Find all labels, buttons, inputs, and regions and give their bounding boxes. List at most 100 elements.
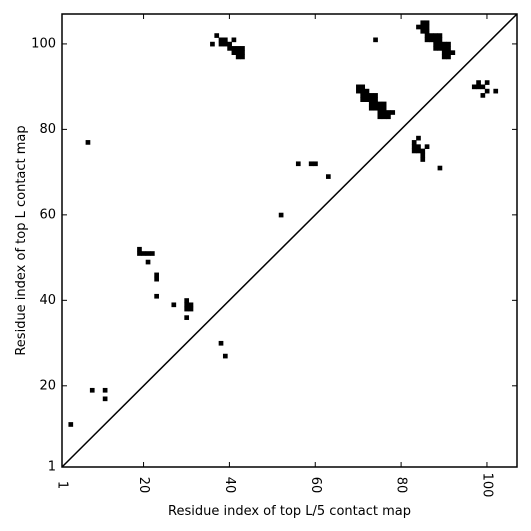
contact-point (364, 88, 370, 94)
contact-point (231, 37, 237, 43)
contact-point (377, 110, 383, 115)
contact-point (416, 148, 421, 154)
contact-point (240, 46, 245, 51)
contact-point (420, 148, 426, 154)
x-tick-label: 100 (479, 473, 494, 498)
contact-point (416, 135, 421, 141)
contact-point (227, 41, 232, 47)
contact-point (480, 84, 486, 90)
contact-point (471, 84, 477, 90)
contact-point (424, 20, 430, 26)
contact-point (102, 387, 108, 393)
x-tick-label: 60 (308, 477, 323, 494)
contact-point (184, 315, 190, 320)
contact-point (154, 272, 159, 278)
contact-point (85, 140, 91, 145)
contact-point (424, 144, 430, 150)
contact-point (411, 148, 417, 154)
contact-point (386, 110, 391, 115)
contact-point (235, 50, 241, 55)
contact-point (441, 50, 447, 55)
contact-point (433, 33, 438, 38)
contact-point (214, 33, 220, 38)
contact-point (184, 302, 190, 308)
contact-point (416, 144, 421, 150)
contact-point (424, 28, 430, 34)
contact-point (420, 24, 426, 30)
contact-point (171, 302, 177, 308)
contact-point (381, 101, 387, 107)
contact-point (381, 110, 387, 115)
contact-point (381, 114, 387, 120)
contact-point (364, 97, 370, 102)
contact-point (222, 37, 228, 43)
contact-point (210, 41, 215, 47)
x-tick-label: 1 (55, 481, 70, 489)
contact-point (184, 306, 190, 312)
contact-point (137, 246, 142, 252)
contact-point (150, 251, 155, 256)
contact-point (377, 114, 383, 120)
contact-point (441, 54, 447, 60)
contact-point (433, 46, 438, 51)
x-tick-label: 20 (136, 477, 151, 494)
contact-point (411, 144, 417, 150)
contact-point (416, 24, 421, 30)
contact-point (154, 293, 159, 299)
contact-point (424, 33, 430, 38)
contact-point (373, 97, 378, 102)
contact-point (356, 88, 361, 94)
contact-point (381, 105, 387, 111)
contact-point (429, 37, 434, 43)
x-tick-label: 80 (394, 477, 409, 494)
contact-point (446, 46, 451, 51)
contact-point (476, 84, 481, 90)
contact-point (373, 101, 378, 107)
contact-point (218, 340, 224, 346)
contact-point (240, 50, 245, 55)
contact-point (278, 212, 284, 218)
contact-point (446, 54, 451, 60)
contact-point (493, 88, 499, 94)
contact-point (356, 84, 361, 90)
contact-point (141, 251, 147, 256)
contact-point (188, 302, 194, 308)
contact-point (308, 161, 314, 167)
contact-point (377, 101, 383, 107)
contact-point (295, 161, 301, 167)
contact-point (377, 105, 383, 111)
contact-point (218, 37, 224, 43)
diagonal-line (61, 13, 518, 468)
contact-point (484, 88, 490, 94)
contact-point (368, 101, 374, 107)
contact-point (231, 50, 237, 55)
contact-point (411, 140, 417, 145)
contact-point (360, 88, 366, 94)
contact-point (188, 306, 194, 312)
contact-point (476, 80, 481, 85)
contact-point (424, 24, 430, 30)
contact-point (227, 46, 232, 51)
contact-point (429, 33, 434, 38)
contact-point (368, 97, 374, 102)
y-tick-label: 20 (39, 378, 56, 393)
contact-point (446, 41, 451, 47)
y-tick-label: 40 (39, 293, 56, 308)
contact-point (235, 46, 241, 51)
contact-point (218, 41, 224, 47)
y-tick-label: 80 (39, 122, 56, 137)
contact-point (433, 41, 438, 47)
x-axis-label: Residue index of top L/5 contact map (168, 504, 411, 519)
y-tick-label: 60 (39, 207, 56, 222)
contact-point (373, 105, 378, 111)
contact-point (373, 93, 378, 98)
contact-point (437, 165, 443, 171)
contact-point (420, 28, 426, 34)
contact-point (360, 93, 366, 98)
contact-point (137, 251, 142, 256)
contact-point (102, 396, 108, 402)
contact-point (145, 251, 151, 256)
contact-point (368, 93, 374, 98)
